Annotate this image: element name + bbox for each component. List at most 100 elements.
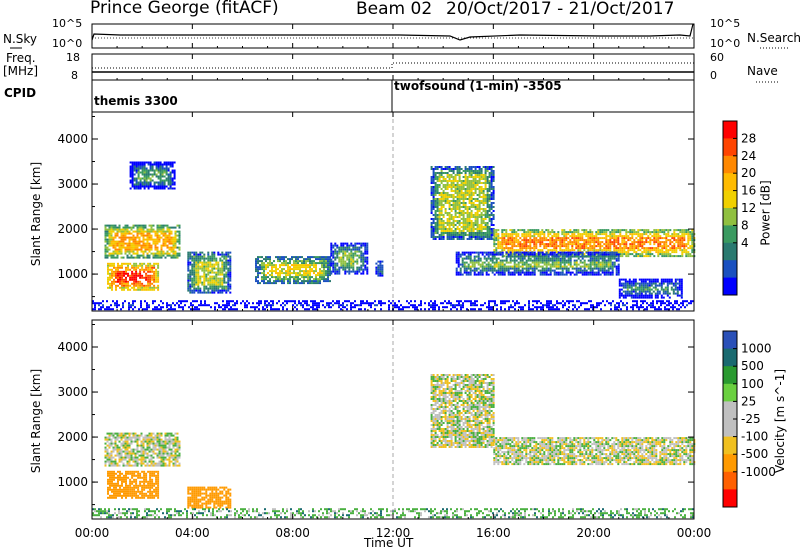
power-cell [473, 259, 476, 262]
power-cell [325, 258, 327, 261]
power-cell [325, 270, 327, 273]
power-cell [505, 267, 508, 270]
power-cell [141, 183, 144, 186]
power-cell [265, 282, 267, 285]
power-cell [663, 255, 666, 258]
power-cell [460, 238, 463, 240]
power-cell [342, 266, 345, 269]
power-cell [116, 232, 119, 235]
power-cell [279, 270, 281, 273]
power-cell [229, 265, 232, 268]
power-cell [279, 260, 281, 263]
power-cell [110, 256, 113, 259]
power-cell [609, 267, 612, 270]
power-cell [591, 255, 594, 258]
power-cell [631, 235, 634, 238]
power-cell [164, 236, 167, 239]
power-cell [225, 287, 228, 290]
power-cell [154, 240, 157, 243]
power-cell [141, 169, 144, 172]
power-cell [629, 237, 632, 240]
power-cell [583, 269, 586, 272]
power-cell [663, 237, 666, 240]
power-cell [167, 177, 170, 180]
power-cell [457, 257, 460, 260]
power-cell [460, 168, 463, 170]
power-cell [195, 265, 198, 268]
power-cell [107, 266, 109, 269]
power-cell [161, 163, 164, 166]
power-cell [155, 280, 158, 283]
power-cell [146, 252, 149, 255]
power-cell [315, 274, 317, 277]
power-cell [497, 239, 500, 242]
power-cell [207, 251, 210, 254]
power-cell [299, 270, 301, 273]
power-cell [541, 271, 544, 274]
power-cell [111, 264, 113, 267]
power-cell [327, 260, 329, 263]
power-cell [599, 261, 602, 264]
power-cell [462, 170, 465, 172]
power-cell [490, 170, 493, 172]
power-cell [681, 241, 684, 244]
power-cell [142, 242, 145, 245]
power-cell [462, 180, 465, 182]
power-cell [638, 296, 641, 299]
power-cell [535, 245, 538, 248]
power-cell [133, 177, 136, 180]
power-cell [517, 261, 520, 264]
power-cell [440, 220, 443, 222]
power-cell [478, 180, 481, 182]
power-cell [533, 243, 536, 246]
power-cell [619, 249, 622, 252]
power-cell [456, 170, 459, 172]
power-cell [521, 257, 524, 260]
power-cell [305, 264, 307, 267]
power-cell [601, 259, 604, 262]
power-cell [444, 180, 447, 182]
power-cell [440, 200, 443, 202]
power-cell [327, 280, 329, 283]
power-cell [589, 267, 592, 270]
power-cell [577, 237, 580, 240]
power-cell [495, 229, 498, 232]
power-cell [225, 289, 228, 292]
power-cell [133, 167, 136, 170]
power-cell [501, 267, 504, 270]
power-cell [456, 202, 459, 204]
power-cell [436, 204, 439, 206]
power-cell [121, 286, 123, 289]
power-cell [685, 231, 688, 234]
power-cell [549, 263, 552, 266]
power-cell [459, 269, 462, 272]
power-cell [432, 234, 435, 236]
power-cell [454, 180, 457, 182]
power-cell [577, 245, 580, 248]
power-cell [261, 262, 263, 265]
power-cell [450, 200, 453, 202]
power-cell [549, 249, 552, 252]
power-cell [334, 262, 337, 265]
power-cell [567, 259, 570, 262]
power-cell [446, 222, 449, 224]
power-cell [135, 167, 138, 170]
power-cell [585, 241, 588, 244]
power-cell [303, 280, 305, 283]
power-cell [632, 294, 635, 297]
power-cell [597, 267, 600, 270]
power-cell [613, 231, 616, 234]
power-cell [637, 239, 640, 242]
power-cell [476, 198, 479, 200]
power-cell [166, 224, 169, 227]
power-cell [153, 280, 156, 283]
power-cell [330, 258, 333, 261]
power-cell [466, 168, 469, 170]
power-cell [323, 270, 325, 273]
power-cell [147, 280, 150, 283]
power-cell [317, 258, 319, 261]
power-cell [108, 240, 111, 243]
power-cell [495, 249, 498, 252]
power-cell [625, 251, 628, 254]
power-cell [484, 172, 487, 174]
